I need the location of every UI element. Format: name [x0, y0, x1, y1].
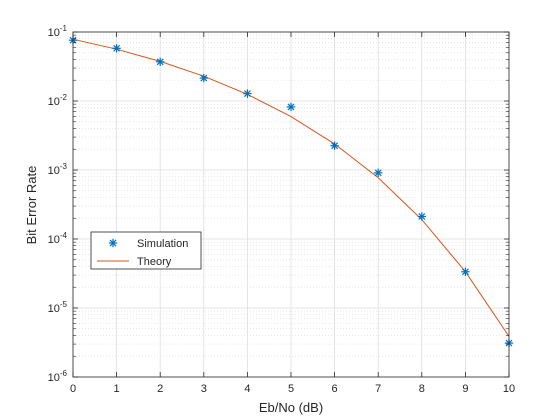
y-tick-label: 10-2: [48, 93, 68, 108]
simulation-point: [199, 73, 208, 83]
x-tick-label: 3: [201, 383, 207, 395]
x-axis-label: Eb/No (dB): [259, 400, 323, 415]
y-tick-label: 10-5: [48, 300, 68, 315]
simulation-point: [417, 212, 426, 221]
legend-simulation-marker: [108, 238, 118, 248]
legend-theory-label: Theory: [137, 256, 172, 268]
legend-asterisk: [108, 238, 118, 248]
y-tick-label: 10-6: [48, 369, 68, 384]
y-tick-label: 10-3: [48, 162, 68, 177]
simulation-point: [156, 57, 165, 66]
simulation-point: [286, 102, 296, 112]
y-tick-labels: 10-6 10-5 10-4 10-3 10-2 10-1: [48, 24, 68, 384]
x-tick-label: 5: [288, 383, 294, 395]
y-tick-label: 10-1: [48, 24, 68, 39]
simulation-point: [243, 89, 252, 98]
simulation-point: [330, 141, 339, 150]
x-tick-label: 9: [462, 383, 468, 395]
y-tick-label: 10-4: [48, 231, 68, 246]
x-tick-label: 1: [114, 383, 120, 395]
simulation-point: [112, 44, 121, 53]
series-layer: [68, 36, 514, 348]
x-tick-label: 2: [157, 383, 163, 395]
legend: Simulation Theory: [90, 231, 202, 270]
x-tick-label: 10: [503, 383, 515, 395]
theory-line: [72, 38, 510, 337]
x-tick-label: 7: [375, 383, 381, 395]
simulation-point: [374, 168, 383, 178]
y-axis-label: Bit Error Rate: [24, 166, 39, 245]
x-tick-label: 4: [244, 383, 250, 395]
legend-simulation-label: Simulation: [137, 238, 188, 250]
simulation-point: [461, 267, 470, 276]
x-tick-labels: 0 1 2 3 4 5 6 7 8 9 10: [70, 383, 515, 395]
legend-box: [90, 231, 202, 270]
x-tick-label: 0: [70, 383, 76, 395]
axis-ticks: [72, 31, 510, 378]
x-tick-label: 8: [419, 383, 425, 395]
x-tick-label: 6: [332, 383, 338, 395]
